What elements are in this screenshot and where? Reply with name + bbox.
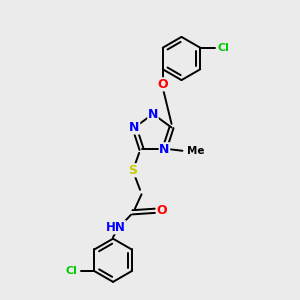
Text: Cl: Cl [218,43,229,53]
Text: S: S [128,164,137,177]
Text: Cl: Cl [65,266,77,276]
Text: N: N [129,121,140,134]
Text: N: N [159,143,170,156]
Text: N: N [148,107,158,121]
Text: O: O [158,78,168,91]
Text: Me: Me [187,146,205,156]
Text: HN: HN [106,221,126,234]
Text: O: O [156,204,167,217]
